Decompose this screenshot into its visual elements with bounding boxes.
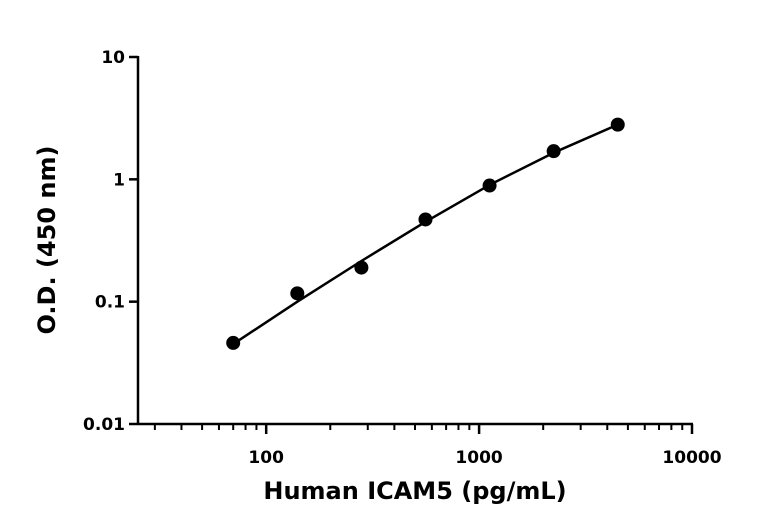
x-tick-label: 10000 xyxy=(662,448,721,468)
data-point xyxy=(610,117,625,132)
x-tick-label: 1000 xyxy=(455,448,502,468)
y-tick-label: 10 xyxy=(101,48,125,68)
fit-curve xyxy=(232,123,619,346)
y-tick-label: 1 xyxy=(113,170,125,190)
y-tick-label: 0.1 xyxy=(95,293,125,313)
y-tick-label: 0.01 xyxy=(83,415,125,435)
data-point xyxy=(482,178,497,193)
data-point xyxy=(418,212,433,227)
x-axis-label: Human ICAM5 (pg/mL) xyxy=(263,477,566,505)
y-axis-label: O.D. (450 nm) xyxy=(33,146,61,335)
x-tick-label: 100 xyxy=(248,448,284,468)
data-point xyxy=(354,260,369,275)
data-point xyxy=(546,144,561,159)
data-point xyxy=(290,286,305,301)
data-point xyxy=(226,335,241,350)
